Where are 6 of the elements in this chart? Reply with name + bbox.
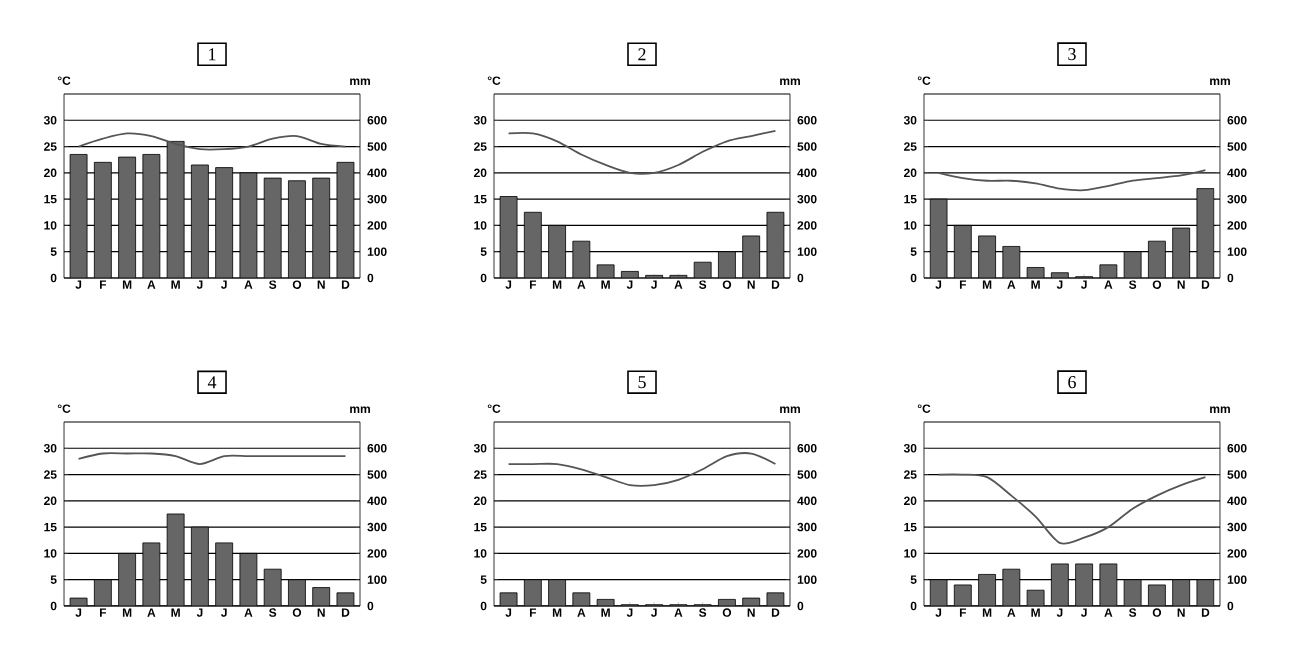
chart-title: 1 xyxy=(209,48,216,61)
chart-title: 6 xyxy=(1068,376,1076,389)
chart-title: 2 xyxy=(638,48,646,61)
chart-title: 3 xyxy=(1068,48,1076,61)
chart-title: 5 xyxy=(638,376,646,389)
chart-title: 4 xyxy=(207,376,217,389)
